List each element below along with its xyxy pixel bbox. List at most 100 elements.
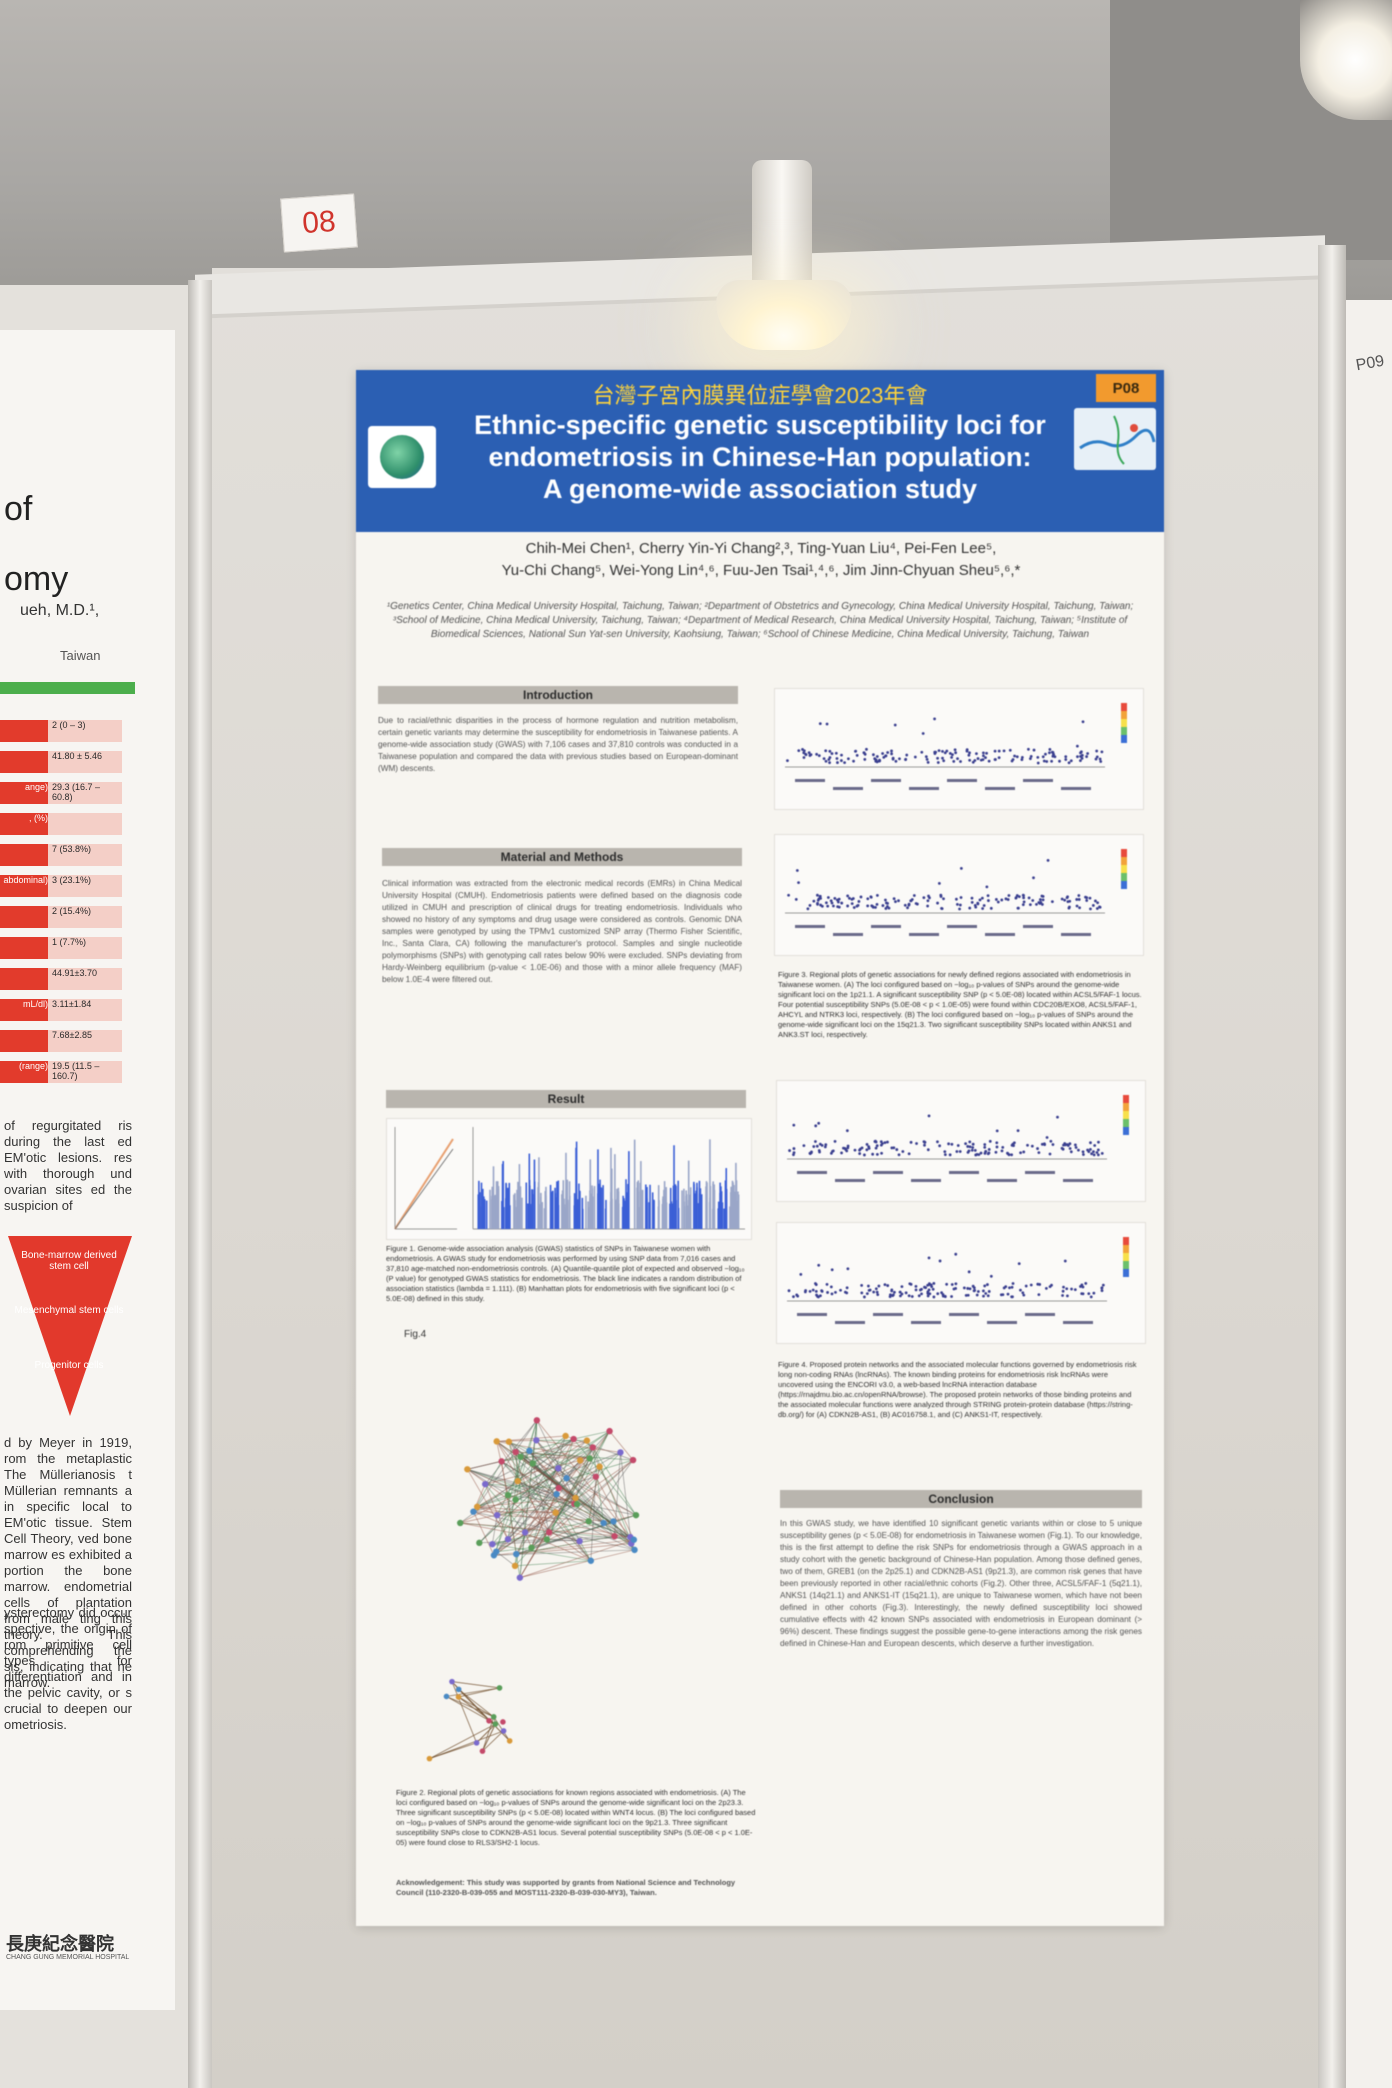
manhattan-point bbox=[653, 1199, 655, 1229]
network-node bbox=[572, 1494, 579, 1502]
regional-point bbox=[893, 723, 897, 727]
network-edge bbox=[536, 1420, 578, 1505]
regional-point bbox=[862, 751, 866, 755]
regional-point bbox=[1079, 759, 1082, 763]
regional-point bbox=[1075, 898, 1079, 901]
regional-point bbox=[828, 756, 832, 759]
table-row-value: 44.91±3.70 bbox=[48, 968, 122, 990]
regional-point bbox=[855, 753, 859, 757]
regional-point bbox=[958, 903, 962, 907]
regional-point bbox=[826, 896, 830, 899]
regional-point bbox=[948, 1153, 952, 1157]
conference-name: 台灣子宮內膜異位症學會2023年會 bbox=[592, 383, 928, 408]
manhattan-point bbox=[591, 1185, 593, 1229]
regional-point bbox=[829, 1285, 833, 1289]
regional-point bbox=[875, 893, 879, 897]
network-edge bbox=[517, 1480, 631, 1538]
network-edge bbox=[573, 1430, 610, 1440]
regional-point bbox=[947, 1142, 950, 1146]
manhattan-point bbox=[717, 1201, 720, 1229]
manhattan-point bbox=[480, 1182, 483, 1229]
regional-point bbox=[1048, 751, 1051, 755]
network-node bbox=[600, 1519, 607, 1527]
regional-point bbox=[869, 895, 873, 899]
manhattan-point bbox=[541, 1202, 544, 1229]
regional-point bbox=[914, 902, 918, 905]
manhattan-point bbox=[611, 1198, 613, 1229]
regional-point bbox=[981, 751, 985, 755]
regional-point bbox=[970, 896, 974, 900]
left-poster-hospital-logo-subtext: CHANG GUNG MEMORIAL HOSPITAL bbox=[6, 1954, 130, 1961]
regional-point bbox=[787, 1289, 791, 1293]
regional-point bbox=[854, 749, 857, 753]
regional-point bbox=[914, 1288, 918, 1292]
regional-point bbox=[890, 1288, 894, 1292]
network-edge bbox=[477, 1440, 588, 1508]
regional-point bbox=[1004, 897, 1008, 901]
manhattan-point bbox=[489, 1189, 491, 1229]
network-edge bbox=[429, 1742, 477, 1759]
network-edge bbox=[482, 1730, 504, 1752]
manhattan-point bbox=[505, 1183, 508, 1229]
manhattan-point bbox=[508, 1208, 511, 1229]
manhattan-point bbox=[687, 1160, 690, 1229]
regional-point bbox=[1075, 744, 1079, 748]
manhattan-point bbox=[494, 1196, 497, 1229]
network-edge bbox=[555, 1512, 592, 1561]
regional-point bbox=[872, 1290, 876, 1294]
regional-point bbox=[1068, 1147, 1072, 1150]
regional-point bbox=[1095, 907, 1099, 910]
network-edge bbox=[603, 1514, 637, 1524]
regional-point bbox=[817, 1121, 821, 1125]
gene-track bbox=[1023, 925, 1053, 928]
manhattan-point bbox=[574, 1204, 576, 1229]
regional-point bbox=[971, 1142, 975, 1146]
network-node bbox=[514, 1477, 521, 1485]
manhattan-point bbox=[683, 1201, 685, 1229]
network-edge bbox=[531, 1514, 637, 1548]
authors-line-2: Yu-Chi Chang⁵, Wei-Yong Lin⁴,⁶, Fuu-Jen … bbox=[501, 562, 1021, 579]
manhattan-point bbox=[669, 1203, 671, 1229]
network-edge bbox=[609, 1430, 634, 1461]
regional-point bbox=[872, 753, 875, 757]
left-poster-institution: Taiwan bbox=[60, 648, 101, 663]
regional-point bbox=[884, 907, 888, 910]
regional-point bbox=[926, 904, 930, 908]
network-edge bbox=[493, 1499, 516, 1556]
manhattan-point bbox=[673, 1145, 675, 1229]
table-row-value: 41.80 ± 5.46 bbox=[48, 751, 122, 773]
regional-plot-d bbox=[776, 1222, 1146, 1344]
manhattan-point bbox=[735, 1162, 737, 1229]
ld-legend-swatch bbox=[1123, 1103, 1129, 1111]
regional-point bbox=[971, 760, 975, 764]
manhattan-point bbox=[696, 1182, 698, 1229]
regional-point bbox=[1065, 1287, 1069, 1291]
regional-point bbox=[1095, 749, 1099, 753]
regional-point bbox=[890, 1146, 894, 1150]
regional-point bbox=[927, 1114, 931, 1118]
regional-point bbox=[1086, 1148, 1089, 1152]
left-poster-hospital-logo: 長庚紀念醫院 bbox=[6, 1934, 114, 1954]
regional-point bbox=[874, 905, 877, 909]
regional-point bbox=[875, 755, 879, 758]
manhattan-point bbox=[565, 1152, 567, 1229]
network-edge bbox=[501, 1461, 592, 1561]
regional-point bbox=[964, 1293, 968, 1297]
regional-point bbox=[907, 902, 911, 906]
regional-point bbox=[994, 1150, 998, 1154]
regional-point bbox=[1035, 902, 1038, 906]
ld-legend-swatch bbox=[1121, 865, 1127, 873]
regional-point bbox=[967, 753, 971, 757]
regional-point bbox=[1096, 1153, 1100, 1157]
regional-point bbox=[1050, 759, 1053, 763]
regional-point bbox=[922, 896, 926, 900]
ld-legend-swatch bbox=[1121, 735, 1127, 743]
network-edge bbox=[529, 1450, 567, 1479]
manhattan-point bbox=[662, 1198, 664, 1229]
manhattan-point bbox=[689, 1194, 691, 1229]
regional-point bbox=[871, 1152, 875, 1156]
regional-point bbox=[883, 1283, 887, 1287]
regional-point bbox=[1041, 898, 1045, 902]
regional-point bbox=[927, 1256, 931, 1260]
regional-point bbox=[926, 1290, 930, 1294]
